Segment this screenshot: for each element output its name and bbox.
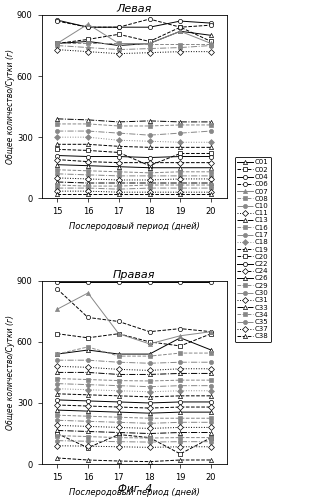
X-axis label: Послеродовый период (дней): Послеродовый период (дней) [69,488,200,497]
Title: Правая: Правая [113,270,155,280]
X-axis label: Послеродовый период (дней): Послеродовый период (дней) [69,222,200,231]
Text: Фиг. 4: Фиг. 4 [118,484,152,494]
Y-axis label: Общее количество/Сутки (г): Общее количество/Сутки (г) [6,49,15,164]
Title: Левая: Левая [117,4,152,14]
Y-axis label: Общее количество/Сутки (г): Общее количество/Сутки (г) [6,315,15,430]
Legend: C01, C02, C04, C06, C07, C08, C10, C11, C13, C16, C17, C18, C19, C20, C22, C24, : C01, C02, C04, C06, C07, C08, C10, C11, … [235,157,271,342]
